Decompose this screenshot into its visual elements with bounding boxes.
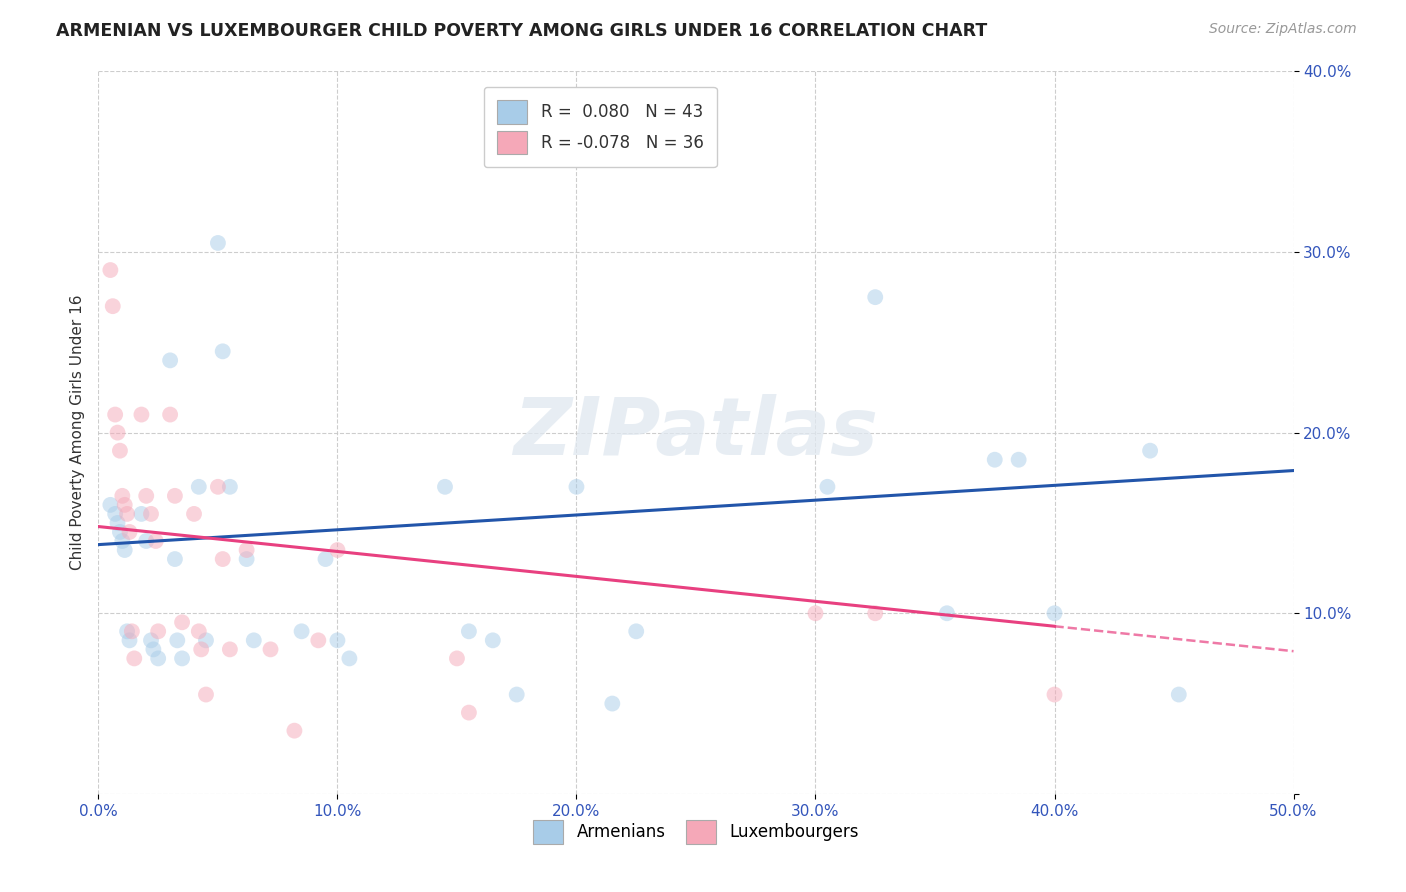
Point (195, 633, 218, 648)
Point (283, 723, 305, 738)
Point (326, 633, 349, 648)
Point (195, 688, 218, 702)
Point (121, 624, 143, 639)
Point (936, 607, 959, 621)
Point (307, 633, 329, 648)
Point (1167, 688, 1189, 702)
Point (124, 651, 146, 665)
Point (243, 633, 266, 648)
Point (135, 489, 157, 503)
Point (446, 651, 468, 665)
Point (159, 353, 181, 368)
Point (108, 443, 131, 458)
Legend: Armenians, Luxembourgers: Armenians, Luxembourgers (527, 814, 865, 851)
Point (235, 543, 257, 558)
Point (1043, 607, 1066, 621)
Point (804, 607, 827, 621)
Point (101, 299, 124, 313)
Point (114, 543, 136, 558)
Point (458, 624, 481, 639)
Point (148, 651, 170, 665)
Point (865, 607, 887, 621)
Point (259, 642, 281, 657)
Point (104, 507, 127, 521)
Point (183, 507, 205, 521)
Y-axis label: Child Poverty Among Girls Under 16: Child Poverty Among Girls Under 16 (69, 295, 84, 570)
Point (565, 480, 588, 494)
Point (98, 498, 122, 512)
Point (211, 552, 233, 566)
Point (626, 624, 648, 639)
Point (187, 624, 209, 639)
Point (315, 552, 337, 566)
Point (172, 651, 194, 665)
Point (139, 507, 162, 521)
Point (142, 642, 165, 657)
Point (1043, 688, 1066, 702)
Point (107, 516, 129, 530)
Point (506, 688, 529, 702)
Point (235, 552, 257, 566)
Point (172, 615, 194, 630)
Point (166, 633, 188, 648)
Point (115, 624, 138, 639)
Point (108, 524, 131, 539)
Point (114, 498, 136, 512)
Point (163, 489, 186, 503)
Point (115, 507, 138, 521)
Point (1139, 443, 1161, 458)
Point (458, 706, 481, 720)
Point (190, 642, 212, 657)
Point (145, 533, 167, 548)
Point (291, 624, 314, 639)
Point (1008, 452, 1031, 467)
Point (98, 263, 122, 277)
Point (207, 480, 229, 494)
Text: ARMENIAN VS LUXEMBOURGER CHILD POVERTY AMONG GIRLS UNDER 16 CORRELATION CHART: ARMENIAN VS LUXEMBOURGER CHILD POVERTY A… (56, 22, 987, 40)
Point (139, 633, 162, 648)
Point (131, 408, 153, 422)
Point (148, 624, 170, 639)
Text: Source: ZipAtlas.com: Source: ZipAtlas.com (1209, 22, 1357, 37)
Point (118, 524, 141, 539)
Text: ZIPatlas: ZIPatlas (513, 393, 879, 472)
Point (434, 480, 457, 494)
Point (159, 408, 181, 422)
Point (107, 425, 129, 440)
Point (602, 697, 624, 711)
Point (339, 651, 361, 665)
Point (135, 533, 157, 548)
Point (219, 480, 242, 494)
Point (984, 452, 1007, 467)
Point (104, 408, 127, 422)
Point (163, 552, 186, 566)
Point (326, 543, 349, 558)
Point (131, 507, 153, 521)
Point (111, 533, 134, 548)
Point (207, 235, 229, 250)
Point (481, 633, 505, 648)
Point (219, 642, 242, 657)
Point (865, 290, 887, 304)
Point (187, 480, 209, 494)
Point (211, 344, 233, 359)
Point (815, 480, 838, 494)
Point (111, 489, 134, 503)
Point (118, 633, 141, 648)
